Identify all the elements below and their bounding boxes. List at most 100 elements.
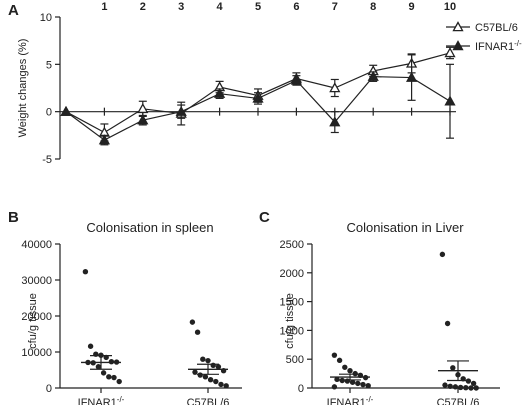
data-point: [137, 114, 149, 125]
panel-a-x-tick-label: 10: [444, 1, 456, 13]
panel-a-x-tick-label: 6: [293, 1, 299, 13]
data-point: [334, 376, 340, 383]
panel-a-x-tick-label: 1: [101, 1, 107, 13]
data-point: [213, 87, 226, 98]
data-point: [87, 343, 94, 349]
panel-a-x-tick-label: 5: [255, 1, 261, 13]
data-point: [189, 319, 196, 325]
data-point: [365, 382, 371, 389]
data-point: [468, 385, 474, 391]
panel-a-y-tick-label: 0: [46, 107, 52, 119]
panel-a-x-tick-label: 2: [140, 1, 146, 13]
data-point: [137, 102, 149, 114]
panel-a-legend: C57BL/6 IFNAR1-/-: [446, 21, 522, 53]
data-point: [111, 374, 117, 381]
panel-b: B Colonisation in spleen cfu/g tissue 0 1…: [8, 209, 242, 405]
panel-b-title: Colonisation in spleen: [86, 220, 213, 235]
data-point: [463, 385, 469, 391]
data-point: [470, 380, 477, 387]
panel-b-y-tick-label: 20000: [21, 311, 52, 323]
data-point: [452, 384, 459, 390]
data-point: [342, 364, 348, 370]
data-point: [200, 356, 206, 362]
data-point: [360, 381, 366, 388]
panel-c-x-tick-label: IFNAR1-/-: [327, 395, 374, 405]
data-point: [447, 383, 453, 389]
panel-b-y-tick-label: 0: [46, 383, 52, 395]
panel-c-y-tick-label: 0: [298, 383, 304, 395]
panel-b-y-tick-label: 40000: [21, 239, 52, 251]
data-point: [290, 74, 303, 85]
panel-c-ylabel: cfu/g tissue: [284, 293, 296, 349]
legend-marker: [452, 40, 464, 51]
panel-a: A Weight changes (%) -5 0 5 10 1 2 3 4 5 6 7 8 9 10 C…: [8, 1, 522, 166]
panel-a-ylabel: Weight changes (%): [17, 39, 29, 138]
data-point: [207, 377, 214, 383]
panel-a-x-tick-label: 3: [178, 1, 184, 13]
panel-c-label: C: [259, 209, 270, 226]
panel-b-ylabel: cfu/g tissue: [27, 293, 39, 349]
data-point: [252, 92, 264, 103]
legend-label: C57BL/6: [475, 22, 518, 34]
panel-a-x-tick-label: 4: [217, 1, 224, 13]
panel-b-y-tick-label: 30000: [21, 275, 52, 287]
data-point: [116, 378, 122, 385]
data-point: [457, 384, 464, 391]
data-point: [106, 374, 112, 380]
data-point: [205, 357, 211, 364]
panel-c-y-tick-label: 2500: [280, 239, 304, 251]
panel-c-y-tick-label: 500: [286, 354, 304, 366]
panel-a-y-tick-label: -5: [42, 154, 52, 166]
data-point: [450, 365, 456, 371]
data-point: [355, 380, 361, 387]
panel-b-x-tick-label: IFNAR1-/-: [78, 395, 125, 405]
data-point: [367, 70, 379, 81]
panel-a-x-tick-label: 7: [332, 1, 338, 13]
panel-a-x-tick-label: 9: [409, 1, 415, 13]
data-point: [473, 385, 479, 391]
panel-c: C Colonisation in Liver cfu/g tissue 0 50…: [259, 209, 500, 405]
panel-c-title: Colonisation in Liver: [346, 220, 464, 235]
legend-marker: [452, 21, 464, 32]
data-point: [108, 359, 115, 365]
data-point: [405, 71, 418, 82]
panel-b-y-tick-label: 10000: [21, 347, 52, 359]
data-point: [202, 374, 209, 380]
panel-c-x-tick-label: C57BL/6: [437, 397, 480, 405]
data-point: [218, 381, 224, 388]
data-point: [60, 105, 72, 116]
data-point: [336, 357, 343, 364]
data-point: [223, 383, 229, 389]
data-point: [192, 369, 198, 375]
data-point: [444, 47, 456, 58]
data-point: [329, 82, 341, 93]
data-point: [331, 352, 338, 358]
data-point: [331, 384, 338, 390]
data-point: [347, 368, 353, 374]
data-point: [344, 378, 351, 384]
data-point: [439, 251, 446, 258]
data-point: [194, 329, 201, 335]
data-point: [95, 364, 102, 370]
data-point: [213, 378, 219, 385]
panel-b-label: B: [8, 209, 19, 226]
panel-a-y-tick-label: 10: [40, 12, 52, 24]
panel-c-y-tick-label: 2000: [280, 268, 304, 280]
data-point: [329, 116, 341, 127]
data-point: [98, 134, 111, 145]
panel-c-y-tick-label: 1000: [280, 325, 304, 337]
data-point: [175, 105, 187, 116]
legend-label: IFNAR1-/-: [475, 39, 522, 53]
data-point: [444, 320, 451, 327]
panel-b-x-tick-label: C57BL/6: [187, 397, 230, 405]
data-point: [215, 364, 222, 370]
data-point: [442, 382, 448, 388]
data-point: [197, 372, 203, 378]
data-point: [100, 370, 107, 376]
panel-c-y-tick-label: 1500: [280, 297, 304, 309]
data-point: [210, 362, 216, 369]
data-point: [82, 269, 89, 275]
data-point: [349, 379, 356, 385]
panel-a-y-tick-label: 5: [46, 59, 52, 71]
